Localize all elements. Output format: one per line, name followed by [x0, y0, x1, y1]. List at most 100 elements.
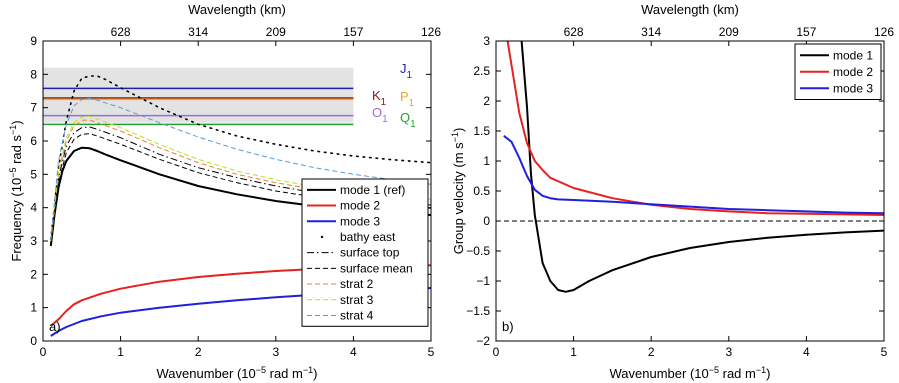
y-tick-label: 2 [483, 94, 490, 108]
x-axis-label: Wavenumber (10−5 rad m−1) [610, 365, 771, 381]
top-tick-label: 209 [266, 25, 286, 39]
y-tick-label: 4 [30, 201, 37, 215]
label-part: Wavenumber (10 [610, 366, 709, 381]
axes-frame [42, 40, 432, 342]
x-tick-label: 4 [803, 345, 810, 359]
y-tick-label: −0.5 [466, 244, 490, 258]
legend-label: mode 2 [340, 199, 380, 213]
legend: mode 1 mode 2 mode 3 [794, 43, 882, 100]
legend-label: surface top [340, 246, 400, 260]
series-line-surface-top [50, 126, 431, 243]
top-axis-label: Wavelength (km) [188, 2, 286, 17]
legend-label: strat 3 [340, 293, 374, 307]
series-line-mode-1 [520, 41, 884, 293]
tidal-label-sub: 1 [409, 98, 415, 109]
y-tick-label: 2 [30, 267, 37, 281]
y-tick-label: 1 [483, 154, 490, 168]
tidal-label-p: P1 [400, 89, 415, 109]
legend-label: mode 1 [833, 48, 873, 62]
legend-label: bathy east [340, 230, 396, 244]
legend-label: strat 4 [340, 308, 374, 322]
legend-label: mode 1 (ref) [340, 183, 405, 197]
y-axis-label: Frequency (10−5 rad s−1) [8, 120, 24, 261]
y-tick-label: −2 [476, 334, 490, 348]
x-tick-label: 0 [493, 345, 500, 359]
series-line-mode-3 [503, 135, 884, 215]
y-tick-label: 6 [30, 134, 37, 148]
panel-label: b) [502, 319, 514, 334]
tidal-label-sub: 1 [382, 114, 388, 125]
label-part: −5 [256, 365, 266, 375]
legend-label: surface mean [340, 261, 413, 275]
y-tick-label: 2.5 [473, 64, 490, 78]
label-part: rad m [266, 366, 303, 381]
panel-a: 0 1 2 3 4 5 0 1 2 3 4 5 6 7 8 9 628 314 209 157 126 Wavelengt… [8, 2, 441, 381]
label-part: ) [9, 120, 24, 124]
y-tick-label: 1 [30, 301, 37, 315]
tidal-label-o: O1 [372, 105, 388, 125]
label-part: Group velocity (m s [451, 142, 466, 254]
y-tick-label: 7 [30, 101, 37, 115]
y-tick-label: 3 [30, 234, 37, 248]
label-part: −1 [8, 125, 18, 135]
top-tick-label: 157 [796, 25, 816, 39]
label-part: −5 [8, 168, 18, 178]
label-part: −1 [450, 132, 460, 142]
panel-b: 0 1 2 3 4 5 −2 −1.5 −1 −0.5 0 0.5 1 1.5 2 2.5 3 628 314 209… [450, 2, 894, 381]
top-tick-label: 628 [111, 25, 131, 39]
plot-content [496, 41, 884, 293]
label-part: −1 [303, 365, 313, 375]
x-axis-label: Wavenumber (10−5 rad m−1) [157, 365, 318, 381]
tidal-label-name: K [372, 88, 381, 103]
y-tick-label: 8 [30, 67, 37, 81]
y-tick-label: 3 [483, 34, 490, 48]
label-part: ) [766, 366, 770, 381]
x-tick-label: 3 [725, 345, 732, 359]
label-part: rad m [719, 366, 756, 381]
tidal-label-q: Q1 [400, 110, 416, 130]
x-tick-label: 0 [40, 345, 47, 359]
tidal-label-name: P [400, 89, 409, 104]
y-tick-label: 0.5 [473, 184, 490, 198]
top-tick-label: 157 [343, 25, 363, 39]
legend-label: mode 3 [340, 214, 380, 228]
tidal-band [43, 67, 354, 123]
series-line-mode-2 [506, 41, 884, 216]
tidal-label-j: J1 [400, 61, 413, 81]
label-part: rad s [9, 135, 24, 168]
top-tick-label: 209 [719, 25, 739, 39]
tidal-label-sub: 1 [407, 70, 413, 81]
y-tick-label: −1 [476, 274, 490, 288]
tidal-label-sub: 1 [381, 97, 387, 108]
tidal-label-name: Q [400, 110, 410, 125]
y-tick-label: 1.5 [473, 124, 490, 138]
x-tick-label: 5 [881, 345, 888, 359]
top-tick-label: 126 [421, 25, 441, 39]
panel-label: a) [49, 319, 61, 334]
top-tick-label: 314 [188, 25, 208, 39]
tidal-label-sub: 1 [410, 119, 416, 130]
x-tick-label: 5 [428, 345, 435, 359]
y-tick-label: 0 [483, 214, 490, 228]
y-axis-label: Group velocity (m s−1) [450, 128, 466, 255]
legend-label: mode 2 [833, 65, 873, 79]
series-line-strat-4 [50, 97, 431, 240]
top-tick-label: 628 [564, 25, 584, 39]
tidal-label-name: O [372, 105, 382, 120]
y-tick-label: −1.5 [466, 304, 490, 318]
x-tick-label: 4 [350, 345, 357, 359]
x-tick-label: 2 [648, 345, 655, 359]
x-tick-label: 1 [570, 345, 577, 359]
x-tick-label: 2 [195, 345, 202, 359]
label-part: ) [313, 366, 317, 381]
label-part: ) [451, 128, 466, 132]
label-part: −5 [709, 365, 719, 375]
label-part: −1 [756, 365, 766, 375]
label-part: Frequency (10 [9, 178, 24, 262]
top-axis-label: Wavelength (km) [641, 2, 739, 17]
top-tick-label: 126 [874, 25, 894, 39]
tidal-label-k: K1 [372, 88, 387, 108]
legend-swatch [320, 235, 324, 239]
